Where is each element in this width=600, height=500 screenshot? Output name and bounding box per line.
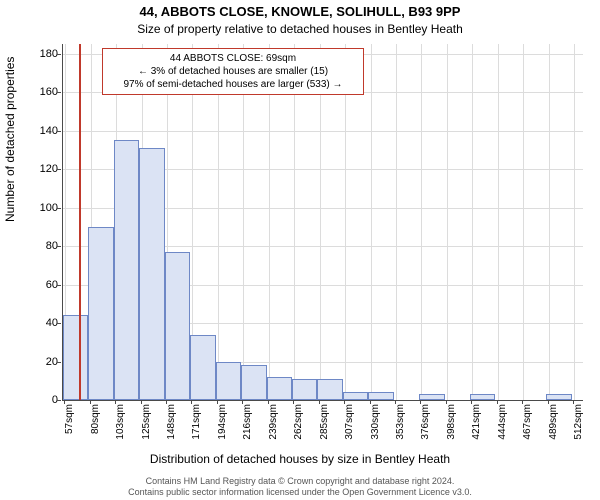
gridline-v xyxy=(574,44,575,400)
gridline-v xyxy=(549,44,550,400)
xtick-label: 512sqm xyxy=(573,404,584,454)
ytick-mark xyxy=(57,92,61,93)
xtick-label: 489sqm xyxy=(548,404,559,454)
ytick-mark xyxy=(57,362,61,363)
histogram-bar xyxy=(317,379,342,400)
ytick-label: 20 xyxy=(22,356,58,368)
xtick-label: 467sqm xyxy=(522,404,533,454)
histogram-bar xyxy=(190,335,215,400)
footer-line-1: Contains HM Land Registry data © Crown c… xyxy=(0,476,600,487)
xtick-label: 80sqm xyxy=(90,404,101,454)
histogram-bar xyxy=(267,377,292,400)
histogram-bar xyxy=(546,394,571,400)
ytick-mark xyxy=(57,246,61,247)
ytick-mark xyxy=(57,131,61,132)
plot-area xyxy=(62,44,583,401)
gridline-v xyxy=(447,44,448,400)
ytick-mark xyxy=(57,323,61,324)
xtick-label: 57sqm xyxy=(64,404,75,454)
xtick-label: 239sqm xyxy=(268,404,279,454)
xtick-label: 103sqm xyxy=(115,404,126,454)
chart-container: 44, ABBOTS CLOSE, KNOWLE, SOLIHULL, B93 … xyxy=(0,0,600,500)
annotation-line-2: ← 3% of detached houses are smaller (15) xyxy=(109,65,357,78)
gridline-v xyxy=(421,44,422,400)
histogram-bar xyxy=(292,379,317,400)
ytick-mark xyxy=(57,54,61,55)
ytick-label: 140 xyxy=(22,125,58,137)
histogram-bar xyxy=(241,365,266,400)
ytick-label: 80 xyxy=(22,240,58,252)
gridline-v xyxy=(498,44,499,400)
histogram-bar xyxy=(343,392,368,400)
annotation-line-3: 97% of semi-detached houses are larger (… xyxy=(109,78,357,91)
ytick-label: 180 xyxy=(22,48,58,60)
gridline-v xyxy=(396,44,397,400)
ytick-mark xyxy=(57,400,61,401)
xtick-label: 216sqm xyxy=(242,404,253,454)
x-axis-label: Distribution of detached houses by size … xyxy=(0,452,600,466)
histogram-bar xyxy=(470,394,495,400)
footer-line-2: Contains public sector information licen… xyxy=(0,487,600,498)
ytick-mark xyxy=(57,285,61,286)
histogram-bar xyxy=(139,148,164,400)
ytick-label: 40 xyxy=(22,317,58,329)
gridline-v xyxy=(523,44,524,400)
y-axis-label: Number of detached properties xyxy=(3,57,17,222)
ytick-label: 120 xyxy=(22,163,58,175)
histogram-bar xyxy=(88,227,113,400)
xtick-label: 125sqm xyxy=(141,404,152,454)
histogram-bar xyxy=(165,252,190,400)
ytick-mark xyxy=(57,208,61,209)
gridline-v xyxy=(218,44,219,400)
histogram-bar xyxy=(63,315,88,400)
ytick-label: 100 xyxy=(22,202,58,214)
xtick-label: 285sqm xyxy=(319,404,330,454)
gridline-v xyxy=(269,44,270,400)
gridline-v xyxy=(345,44,346,400)
xtick-label: 444sqm xyxy=(497,404,508,454)
histogram-bar xyxy=(216,362,241,400)
gridline-v xyxy=(320,44,321,400)
gridline-v xyxy=(294,44,295,400)
xtick-label: 330sqm xyxy=(370,404,381,454)
histogram-bar xyxy=(368,392,393,400)
ytick-label: 60 xyxy=(22,279,58,291)
xtick-label: 376sqm xyxy=(420,404,431,454)
ytick-label: 0 xyxy=(22,394,58,406)
reference-annotation-box: 44 ABBOTS CLOSE: 69sqm ← 3% of detached … xyxy=(102,48,364,95)
xtick-label: 262sqm xyxy=(293,404,304,454)
xtick-label: 353sqm xyxy=(395,404,406,454)
xtick-label: 307sqm xyxy=(344,404,355,454)
histogram-bar xyxy=(114,140,139,400)
chart-title-sub: Size of property relative to detached ho… xyxy=(0,22,600,36)
ytick-mark xyxy=(57,169,61,170)
ytick-label: 160 xyxy=(22,86,58,98)
chart-title-main: 44, ABBOTS CLOSE, KNOWLE, SOLIHULL, B93 … xyxy=(0,4,600,19)
chart-footer: Contains HM Land Registry data © Crown c… xyxy=(0,476,600,499)
xtick-label: 148sqm xyxy=(166,404,177,454)
gridline-v xyxy=(243,44,244,400)
xtick-label: 398sqm xyxy=(446,404,457,454)
gridline-v xyxy=(472,44,473,400)
xtick-label: 171sqm xyxy=(191,404,202,454)
xtick-label: 194sqm xyxy=(217,404,228,454)
reference-line xyxy=(79,44,81,400)
xtick-label: 421sqm xyxy=(471,404,482,454)
gridline-v xyxy=(371,44,372,400)
histogram-bar xyxy=(419,394,444,400)
annotation-line-1: 44 ABBOTS CLOSE: 69sqm xyxy=(109,52,357,65)
